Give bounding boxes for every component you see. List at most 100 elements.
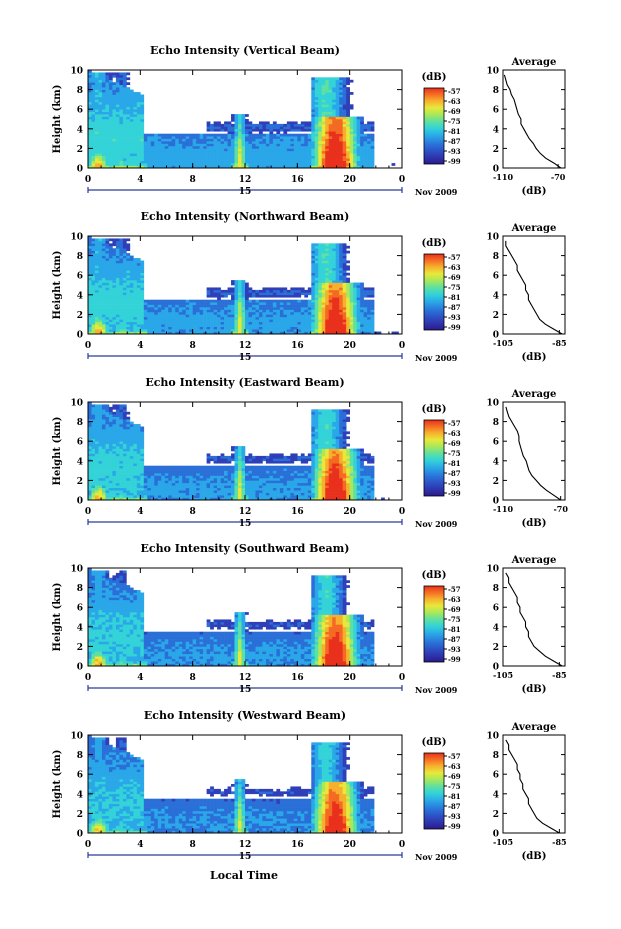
heatmap-cell [94,451,99,454]
heatmap-cell [265,121,270,125]
heatmap-cell [122,114,127,117]
heatmap-cell [115,421,120,425]
heatmap-cell [122,453,127,457]
heatmap-cell [318,128,323,132]
heatmap-cell [231,299,235,303]
heatmap-cell [91,497,96,501]
heatmap-cell [119,451,124,454]
heatmap-cell [311,87,316,90]
heatmap-cell [161,155,166,159]
heatmap-cell [115,409,120,413]
heatmap-cell [101,128,106,132]
heatmap-cell [101,72,106,76]
heatmap-cell [265,316,270,320]
heatmap-cell [245,131,249,134]
heatmap-cell [133,324,138,327]
heatmap-cell [314,309,319,313]
heatmap-cell [192,150,197,154]
heatmap-cell [283,289,288,293]
heatmap-cell [321,299,326,303]
heatmap-cell [101,299,106,303]
heatmap-cell [108,89,113,93]
heatmap-cell [311,267,316,271]
heatmap-cell [325,155,330,159]
heatmap-cell [314,311,319,315]
heatmap-cell [94,314,99,318]
heatmap-cell [189,133,193,137]
heatmap-cell [245,316,249,320]
heatmap-cell [356,316,361,320]
heatmap-cell [143,311,148,315]
colorbar-label: (dB) [422,238,447,249]
heatmap-cell [126,275,131,278]
heatmap-cell [321,136,326,139]
heatmap-cell [335,84,340,88]
heatmap-cell [98,123,103,127]
heatmap-cell [91,463,96,466]
heatmap-cell [143,145,148,149]
heatmap-cell [189,487,193,491]
heatmap-cell [213,309,218,313]
heatmap-cell [269,148,274,152]
heatmap-cell [178,138,183,142]
heatmap-cell [192,299,197,303]
heatmap-cell [248,121,253,125]
heatmap-cell [328,94,333,98]
heatmap-cell [129,460,134,464]
heatmap-cell [94,245,99,249]
heatmap-cell [88,473,92,476]
heatmap-cell [307,165,312,169]
heatmap-cell [119,101,124,105]
heatmap-cell [136,463,141,466]
heatmap-cell [241,119,246,122]
heatmap-cell [311,84,316,88]
heatmap-cell [133,119,138,122]
heatmap-cell [129,101,134,105]
heatmap-cell [318,114,323,117]
heatmap-cell [112,436,117,440]
heatmap-cell [185,475,190,479]
heatmap-cell [325,250,330,254]
heatmap-cell [196,470,200,474]
heatmap-cell [136,299,141,303]
heatmap-cell [119,473,124,476]
heatmap-cell [147,311,152,315]
heatmap-cell [353,165,357,169]
heatmap-cell [140,282,145,286]
heatmap-cell [231,155,235,159]
heatmap-cell [175,326,180,330]
heatmap-cell [98,82,103,85]
heatmap-cell [122,326,127,330]
heatmap-cell [119,475,124,479]
heatmap-cell [157,302,162,305]
heatmap-cell [311,285,316,288]
heatmap-cell [311,148,316,152]
heatmap-cell [332,262,337,266]
heatmap-cell [129,451,134,454]
heatmap-cell [140,280,145,283]
heatmap-cell [101,446,106,449]
heatmap-cell [108,119,113,122]
heatmap-cell [161,307,166,310]
heatmap-cell [101,240,106,244]
heatmap-cell [147,307,152,310]
heatmap-cell [154,299,159,303]
heatmap-cell [154,133,159,137]
heatmap-cell [133,465,138,469]
heatmap-cell [241,165,246,169]
heatmap-cell [241,150,246,154]
heatmap-cell [339,136,343,139]
heatmap-cell [353,119,357,122]
heatmap-cell [133,316,138,320]
heatmap-cell [161,304,166,308]
heatmap-cell [88,468,92,471]
heatmap-cell [325,111,330,115]
heatmap-cell [171,163,176,166]
heatmap-cell [101,238,106,242]
heatmap-cell [164,492,169,496]
heatmap-cell [360,314,364,318]
heatmap-cell [311,126,316,130]
heatmap-cell [112,297,117,300]
heatmap-cell [105,321,110,325]
heatmap-cell [105,82,110,85]
